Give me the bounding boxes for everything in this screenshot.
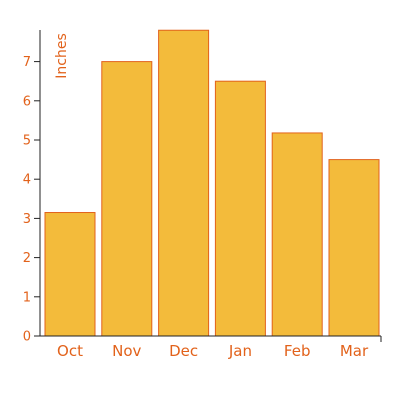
- bar-nov: [101, 61, 153, 337]
- y-tick-label: 1: [23, 290, 31, 305]
- bar-oct: [44, 212, 96, 337]
- y-tick-label: 7: [23, 55, 31, 70]
- y-tick-label: 0: [23, 330, 31, 345]
- y-axis-ticks: 0 1 2 3 4 5 6 7: [23, 55, 40, 345]
- bar-jan: [214, 80, 266, 337]
- x-tick-label: Nov: [112, 342, 141, 360]
- bar-feb: [271, 132, 323, 337]
- x-tick-label: Feb: [284, 342, 311, 360]
- bar-dec: [158, 29, 210, 337]
- y-axis-title: Inches: [54, 33, 70, 78]
- x-axis-ticks: Oct Nov Dec Jan Feb Mar: [57, 336, 382, 360]
- x-tick-label: Oct: [57, 342, 83, 360]
- y-tick-label: 6: [23, 94, 31, 109]
- y-tick-label: 2: [23, 251, 31, 266]
- y-tick-label: 3: [23, 212, 31, 227]
- x-tick-label: Dec: [169, 342, 198, 360]
- y-tick-label: 4: [23, 173, 31, 188]
- x-tick-label: Jan: [228, 342, 252, 360]
- bar-mar: [328, 159, 380, 337]
- x-tick-label: Mar: [340, 342, 369, 360]
- y-tick-label: 5: [23, 134, 31, 149]
- bars-group: [44, 29, 380, 337]
